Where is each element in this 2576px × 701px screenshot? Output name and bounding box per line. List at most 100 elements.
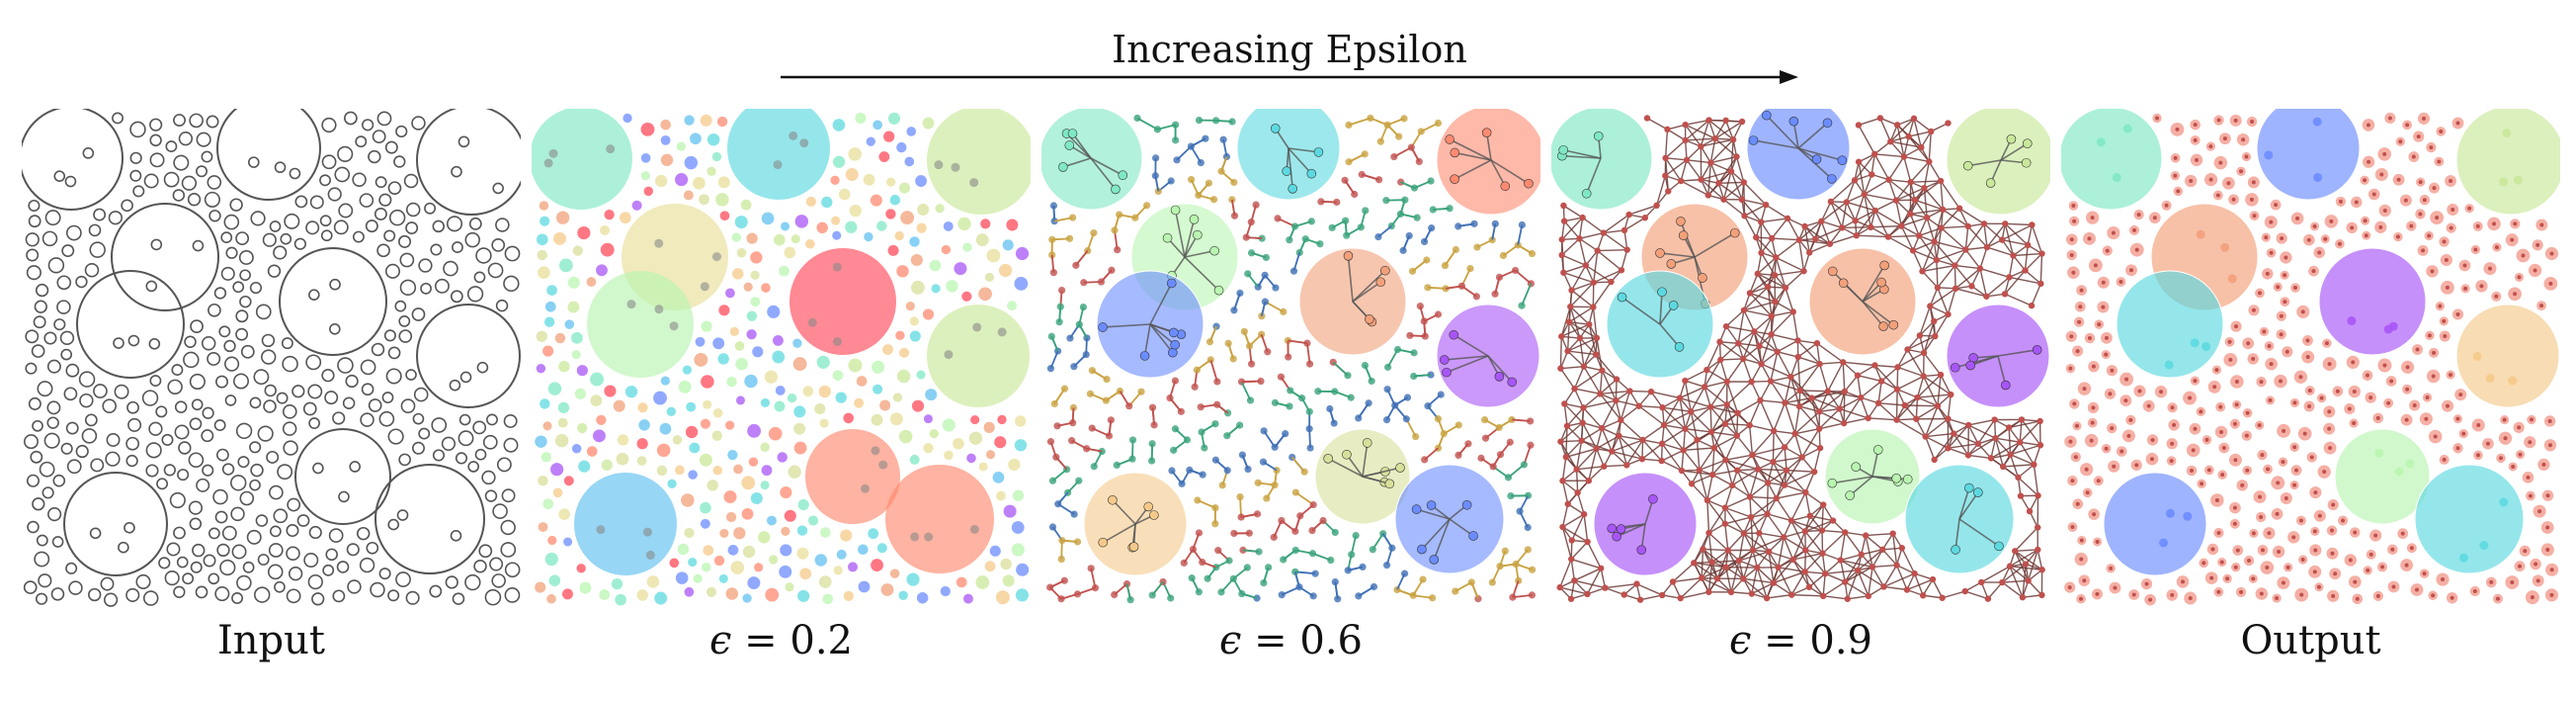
small-circle: [236, 574, 252, 591]
small-circle: [214, 510, 228, 524]
mesh-edge: [1761, 363, 1791, 378]
mesh-edge: [1593, 269, 1622, 284]
mesh-node: [1808, 394, 1815, 401]
graph-node: [1417, 128, 1425, 135]
mesh-node: [1806, 249, 1813, 256]
tree-edge: [1102, 523, 1136, 544]
point-dot: [685, 425, 699, 439]
mesh-node: [1887, 137, 1894, 145]
mesh-node: [1664, 126, 1671, 133]
graph-node: [1178, 480, 1186, 487]
mesh-edge: [1934, 433, 1954, 461]
point-dot: [716, 116, 728, 128]
inner-circle: [145, 280, 158, 293]
mesh-node: [1734, 409, 1741, 416]
point-dot: [961, 291, 972, 302]
small-circle: [238, 249, 254, 265]
small-circle: [395, 571, 411, 587]
point-center: [2309, 455, 2314, 460]
small-circle: [378, 410, 395, 427]
point-center: [2432, 350, 2437, 355]
tree-node: [2032, 345, 2042, 355]
tree-edge: [1112, 499, 1136, 525]
mesh-edge: [1724, 460, 1733, 486]
point-dot: [684, 586, 695, 597]
point-center: [2409, 223, 2414, 228]
mesh-edge: [1936, 227, 1943, 261]
point-dot: [678, 380, 692, 394]
graph-node: [1305, 360, 1314, 368]
point-dot: [693, 573, 703, 583]
point-center: [2518, 452, 2523, 457]
point-dot: [922, 117, 935, 130]
small-circle: [307, 573, 323, 590]
graph-node: [1238, 451, 1246, 459]
graph-node: [1305, 407, 1313, 415]
small-circle: [281, 337, 293, 350]
graph-node: [1046, 438, 1055, 446]
mesh-edge: [1612, 450, 1643, 460]
mesh-edge: [1786, 469, 1815, 473]
point-center: [2265, 566, 2270, 570]
mesh-edge: [1582, 217, 1605, 234]
mesh-node: [1789, 308, 1796, 315]
small-circle: [56, 300, 71, 314]
mesh-edge: [1563, 264, 1587, 274]
graph-node: [1114, 246, 1122, 254]
small-circle: [294, 195, 308, 209]
point-center: [2170, 441, 2175, 446]
mesh-node: [1754, 466, 1762, 473]
tree-node: [2021, 157, 2032, 168]
mesh-node: [1701, 384, 1708, 391]
mesh-edge: [1953, 432, 1979, 445]
point-dot: [840, 529, 853, 542]
mesh-edge: [1985, 276, 2010, 298]
mesh-edge: [1821, 553, 1826, 574]
point-center: [2437, 159, 2442, 164]
mesh-node: [1618, 267, 1625, 274]
mesh-edge: [1819, 407, 1840, 413]
graph-node: [1219, 135, 1227, 143]
small-circle: [43, 432, 60, 449]
mesh-edge: [1761, 218, 1788, 223]
graph-node: [1362, 207, 1370, 215]
mesh-edge: [1804, 519, 1834, 533]
graph-node: [1333, 198, 1341, 207]
mesh-edge: [1650, 391, 1664, 408]
mesh-node: [1801, 528, 1809, 535]
mesh-edge: [1798, 405, 1820, 413]
mesh-edge: [1923, 320, 1935, 354]
point-dot: [997, 414, 1007, 425]
mesh-node: [1580, 510, 1588, 518]
mesh-edge: [1636, 582, 1663, 596]
mesh-edge: [2027, 224, 2034, 246]
mesh-node: [1903, 586, 1911, 593]
tree-edge: [1433, 518, 1451, 561]
inner-circle: [308, 289, 320, 301]
mesh-edge: [1986, 222, 2006, 248]
mesh-node: [1813, 339, 1821, 347]
mesh-edge: [1749, 292, 1776, 303]
point-center: [2534, 562, 2538, 567]
graph-node: [1272, 284, 1280, 292]
mesh-node: [1770, 427, 1778, 435]
small-circle: [405, 202, 421, 218]
point-dot: [929, 259, 942, 272]
mesh-node: [1567, 303, 1574, 310]
cluster-dot: [596, 525, 606, 535]
point-center: [2245, 410, 2250, 415]
graph-node: [1243, 564, 1251, 571]
mesh-edge: [1574, 579, 1606, 589]
tree-node: [1108, 494, 1118, 505]
mesh-edge: [1724, 404, 1728, 424]
small-circle: [78, 371, 96, 388]
mesh-edge: [1936, 259, 1939, 288]
point-dot: [579, 581, 592, 594]
mesh-node: [1795, 402, 1803, 410]
mesh-edge: [1663, 410, 1692, 426]
small-circle: [504, 587, 521, 603]
graph-node: [1263, 494, 1271, 502]
point-center: [2363, 178, 2368, 183]
mesh-edge: [1708, 532, 1729, 552]
mesh-edge: [1913, 118, 1932, 132]
